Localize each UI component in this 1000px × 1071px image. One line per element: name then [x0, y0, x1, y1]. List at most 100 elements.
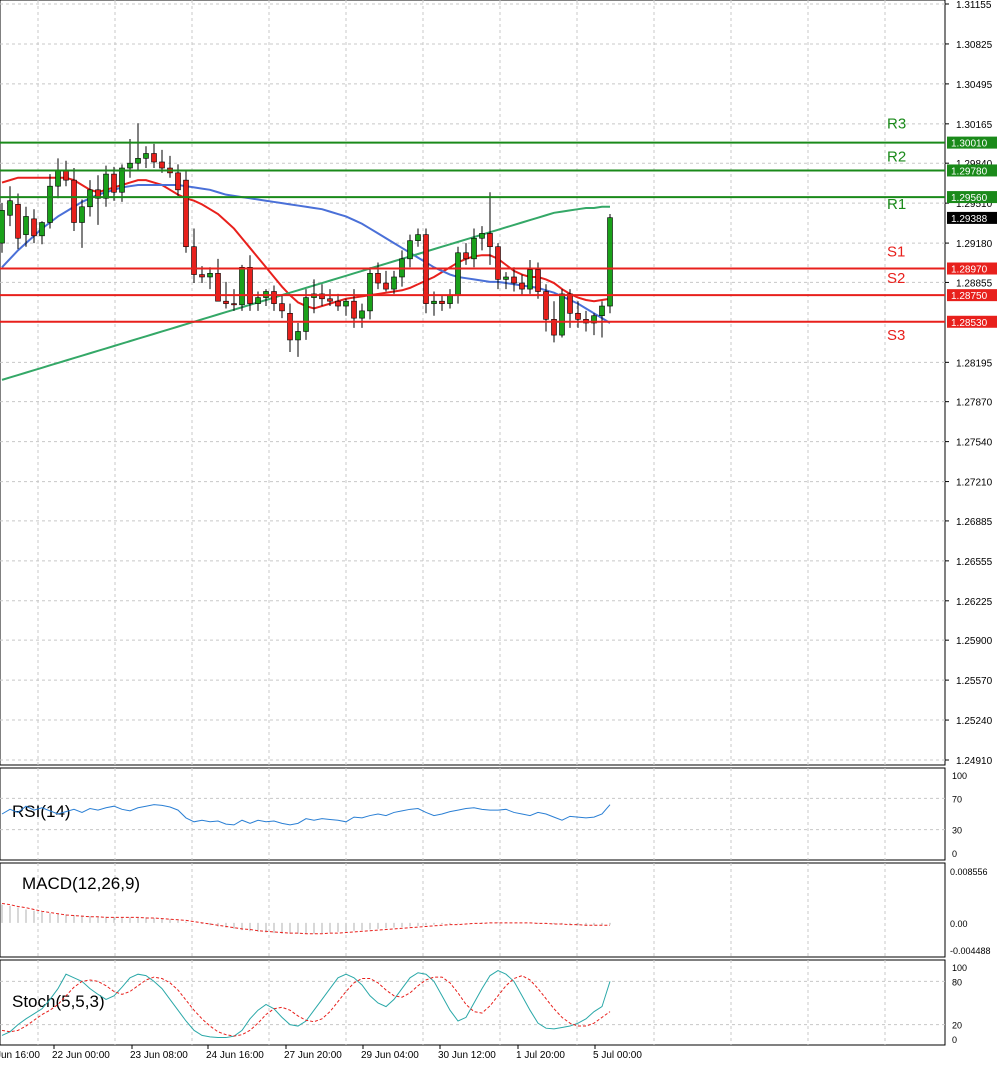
candle-body — [247, 266, 253, 304]
x-tick-label: 22 Jun 00:00 — [52, 1050, 110, 1061]
candle-body — [15, 204, 21, 239]
candle-body — [343, 300, 349, 307]
candle — [23, 206, 29, 247]
candle — [295, 322, 301, 357]
y-tick-label: 1.30495 — [956, 80, 993, 91]
candle-body — [495, 246, 501, 280]
candle — [591, 313, 597, 336]
candle — [175, 164, 181, 196]
y-tick-label: 1.30825 — [956, 40, 993, 51]
candle — [503, 272, 509, 290]
candle-body — [503, 276, 509, 280]
candle-body — [31, 218, 37, 237]
candle — [599, 301, 605, 338]
rsi-tick-label: 70 — [952, 794, 962, 804]
stoch-main-line — [1, 970, 611, 1039]
pivot-level-tag — [947, 136, 997, 149]
macd-tick-label: 0.008556 — [950, 867, 988, 877]
x-tick-label: 23 Jun 08:00 — [130, 1050, 188, 1061]
current-price-label: 1.29388 — [951, 214, 988, 225]
candle-body — [575, 313, 581, 320]
candle-body — [63, 170, 69, 181]
candle — [359, 303, 365, 328]
y-tick-label: 1.30165 — [956, 120, 993, 131]
pivot-level-tag-label: 1.28970 — [951, 265, 988, 276]
candle — [207, 267, 213, 290]
pivot-level-name: R3 — [887, 116, 906, 133]
candle-body — [551, 319, 557, 336]
candle-body — [111, 173, 117, 193]
x-tick-label: 27 Jun 20:00 — [284, 1050, 342, 1061]
y-tick-label: 1.26555 — [956, 557, 993, 568]
candle — [423, 228, 429, 314]
candle — [239, 264, 245, 311]
y-tick-label: 1.25900 — [956, 636, 993, 647]
y-tick-label: 1.25570 — [956, 676, 993, 687]
candle — [103, 165, 109, 207]
candle-body — [383, 282, 389, 290]
x-tick-label: 24 Jun 16:00 — [206, 1050, 264, 1061]
pivot-level-name: R1 — [887, 196, 906, 213]
candle-body — [47, 185, 53, 223]
candle — [31, 209, 37, 244]
candle-body — [271, 291, 277, 304]
candle-body — [159, 161, 165, 169]
candle — [407, 234, 413, 268]
y-tick-label: 1.28855 — [956, 278, 993, 289]
candle-body — [487, 233, 493, 248]
rsi-tick-label: 0 — [952, 849, 957, 859]
candle — [479, 226, 485, 251]
candle-body — [327, 298, 333, 302]
candle-body — [447, 294, 453, 304]
y-tick-label: 1.26885 — [956, 517, 993, 528]
pivot-level-tag — [947, 191, 997, 204]
candle-body — [0, 210, 5, 244]
candle-body — [79, 206, 85, 223]
y-tick-label: 1.25240 — [956, 716, 993, 727]
rsi-panel-frame — [0, 767, 946, 861]
candle — [247, 255, 253, 311]
candle-body — [207, 273, 213, 278]
rsi-line — [1, 804, 611, 826]
candle — [191, 228, 197, 284]
candle-body — [215, 273, 221, 302]
candle — [159, 149, 165, 173]
rsi-tick-label: 30 — [952, 826, 962, 836]
candle — [335, 293, 341, 311]
candle-body — [391, 276, 397, 290]
x-tick-label: 29 Jun 04:00 — [361, 1050, 419, 1061]
candle — [471, 228, 477, 268]
candle — [0, 203, 5, 253]
candle-body — [607, 217, 613, 307]
candle-body — [519, 282, 525, 290]
candle — [375, 262, 381, 290]
y-tick-label: 1.29180 — [956, 239, 993, 250]
pivot-level-name: S1 — [887, 244, 905, 261]
price-panel-frame — [0, 0, 946, 766]
candle-body — [455, 252, 461, 296]
candle-body — [183, 179, 189, 248]
candle-body — [55, 170, 61, 187]
candle-body — [471, 237, 477, 260]
candle — [559, 289, 565, 338]
y-tick-label: 1.31155 — [956, 0, 992, 11]
candle — [143, 146, 149, 169]
stoch-signal-line — [1, 975, 611, 1037]
candle — [303, 289, 309, 340]
candle-body — [375, 273, 381, 284]
candle — [95, 175, 101, 225]
current-price-tag — [947, 211, 997, 224]
candle-body — [319, 293, 325, 300]
candle — [415, 228, 421, 247]
candle-body — [599, 305, 605, 317]
pivot-level-tag-label: 1.29780 — [951, 166, 988, 177]
candle — [463, 243, 469, 265]
candle-body — [439, 300, 445, 304]
candle — [63, 160, 69, 187]
stoch-tick-label: 20 — [952, 1021, 962, 1031]
y-tick-label: 1.29510 — [956, 199, 993, 210]
candle — [327, 289, 333, 307]
candle — [527, 260, 533, 294]
y-tick-label: 1.24910 — [956, 756, 993, 767]
